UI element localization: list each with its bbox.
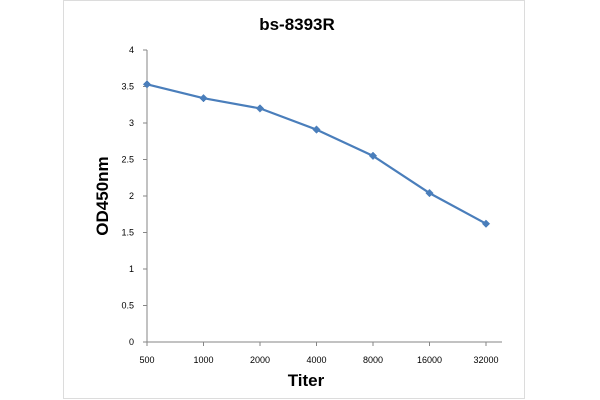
series-layer bbox=[142, 80, 491, 228]
data-point-32000 bbox=[481, 219, 491, 228]
x-tick-label: 500 bbox=[139, 355, 154, 365]
y-tick-label: 3 bbox=[129, 118, 134, 128]
x-tick-label: 32000 bbox=[473, 355, 498, 365]
data-point-8000 bbox=[368, 151, 378, 161]
x-tick-label: 4000 bbox=[306, 355, 326, 365]
data-point-2000 bbox=[255, 104, 265, 113]
x-tick-label: 16000 bbox=[417, 355, 442, 365]
data-point-16000 bbox=[425, 188, 434, 198]
y-axis-label: OD450nm bbox=[93, 156, 112, 235]
chart-frame bbox=[63, 0, 525, 399]
data-point-4000 bbox=[312, 125, 321, 134]
x-axis-ticks: 500 1000 2000 4000 8000 16000 32000 bbox=[139, 342, 499, 365]
x-tick-label: 2000 bbox=[250, 355, 270, 365]
series-line bbox=[146, 83, 487, 225]
y-tick-label: 0.5 bbox=[121, 301, 134, 311]
x-tick-label: 1000 bbox=[193, 355, 213, 365]
y-tick-label: 2.5 bbox=[121, 155, 134, 165]
y-tick-label: 3.5 bbox=[121, 82, 134, 92]
y-tick-label: 0 bbox=[129, 337, 134, 347]
chart-title: bs-8393R bbox=[259, 15, 335, 34]
y-axis-ticks: 0 0.5 1 1.5 2 2.5 3 3.5 4 bbox=[121, 45, 147, 347]
y-tick-label: 4 bbox=[129, 45, 134, 55]
y-tick-label: 1 bbox=[129, 264, 134, 274]
y-tick-label: 2 bbox=[129, 191, 134, 201]
data-point-500 bbox=[142, 80, 152, 89]
x-axis-label: Titer bbox=[288, 371, 325, 390]
x-tick-label: 8000 bbox=[363, 355, 383, 365]
y-tick-label: 1.5 bbox=[121, 228, 134, 238]
data-point-1000 bbox=[199, 94, 208, 103]
